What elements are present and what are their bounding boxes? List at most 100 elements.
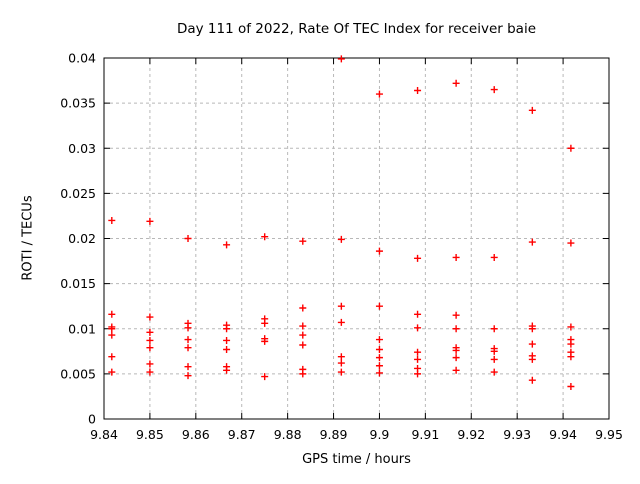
x-axis-label: GPS time / hours bbox=[302, 452, 411, 467]
data-point bbox=[146, 217, 154, 225]
x-tick-label: 9.95 bbox=[595, 427, 623, 442]
data-point bbox=[337, 55, 345, 63]
data-point bbox=[567, 323, 575, 331]
data-point bbox=[375, 302, 383, 310]
data-point bbox=[414, 355, 422, 363]
data-point bbox=[414, 86, 422, 94]
x-tick-label: 9.92 bbox=[457, 427, 485, 442]
data-point bbox=[452, 366, 460, 374]
data-point bbox=[337, 353, 345, 361]
data-point bbox=[452, 311, 460, 319]
data-point bbox=[567, 353, 575, 361]
data-point bbox=[490, 347, 498, 355]
y-tick-label: 0 bbox=[88, 412, 96, 427]
data-point bbox=[375, 362, 383, 370]
data-point bbox=[299, 331, 307, 339]
x-tick-label: 9.87 bbox=[228, 427, 256, 442]
data-point bbox=[261, 337, 269, 345]
data-point bbox=[299, 304, 307, 312]
y-tick-label: 0.03 bbox=[68, 141, 96, 156]
data-point bbox=[337, 359, 345, 367]
data-point bbox=[414, 370, 422, 378]
data-point bbox=[184, 235, 192, 242]
data-point bbox=[375, 336, 383, 344]
x-tick-label: 9.88 bbox=[274, 427, 302, 442]
data-point bbox=[452, 325, 460, 333]
data-point bbox=[452, 79, 460, 87]
plot-frame bbox=[103, 57, 610, 420]
y-tick-label: 0.005 bbox=[60, 366, 96, 381]
data-point bbox=[146, 368, 154, 376]
data-point bbox=[528, 238, 536, 246]
data-point bbox=[299, 370, 307, 378]
data-point bbox=[375, 346, 383, 354]
data-point bbox=[223, 325, 231, 333]
x-tick-label: 9.84 bbox=[90, 427, 118, 442]
data-point bbox=[184, 372, 192, 380]
data-point bbox=[375, 90, 383, 98]
data-point bbox=[184, 324, 192, 332]
data-point bbox=[528, 376, 536, 384]
data-point bbox=[223, 346, 231, 354]
data-point bbox=[490, 368, 498, 376]
data-point bbox=[223, 241, 231, 249]
data-point bbox=[146, 336, 154, 344]
data-point bbox=[414, 324, 422, 332]
data-point bbox=[375, 354, 383, 362]
data-point bbox=[567, 144, 575, 152]
data-point bbox=[108, 368, 116, 376]
data-point bbox=[567, 340, 575, 348]
y-tick-label: 0.035 bbox=[60, 96, 96, 111]
x-tick-label: 9.86 bbox=[182, 427, 210, 442]
data-point bbox=[184, 336, 192, 344]
data-point bbox=[337, 318, 345, 326]
data-point bbox=[146, 344, 154, 352]
data-point bbox=[452, 346, 460, 354]
data-point bbox=[223, 366, 231, 374]
y-tick-label: 0.025 bbox=[60, 186, 96, 201]
data-point bbox=[337, 368, 345, 376]
data-point bbox=[299, 341, 307, 349]
data-point bbox=[490, 253, 498, 261]
data-point bbox=[146, 328, 154, 336]
x-tick-label: 9.94 bbox=[549, 427, 577, 442]
data-point bbox=[337, 302, 345, 310]
x-tick-label: 9.93 bbox=[503, 427, 531, 442]
data-point bbox=[108, 353, 116, 361]
data-point bbox=[490, 325, 498, 333]
data-point bbox=[528, 355, 536, 363]
plot-title: Day 111 of 2022, Rate Of TEC Index for r… bbox=[176, 21, 537, 37]
data-point bbox=[108, 331, 116, 339]
data-point bbox=[146, 313, 154, 321]
data-point bbox=[223, 336, 231, 344]
data-point bbox=[452, 253, 460, 261]
x-tick-label: 9.89 bbox=[320, 427, 348, 442]
data-point bbox=[108, 310, 116, 318]
data-point bbox=[528, 340, 536, 348]
data-point bbox=[375, 369, 383, 377]
data-point bbox=[375, 247, 383, 255]
data-point bbox=[108, 325, 116, 333]
data-points bbox=[108, 55, 575, 391]
y-tick-label: 0.02 bbox=[68, 231, 96, 246]
data-point bbox=[452, 354, 460, 362]
data-point bbox=[567, 383, 575, 391]
y-tick-label: 0.015 bbox=[60, 276, 96, 291]
x-tick-label: 9.85 bbox=[136, 427, 164, 442]
data-point bbox=[414, 310, 422, 318]
data-point bbox=[299, 322, 307, 330]
data-point bbox=[184, 363, 192, 371]
data-point bbox=[490, 355, 498, 363]
data-point bbox=[184, 344, 192, 352]
data-point bbox=[337, 235, 345, 243]
data-point bbox=[146, 360, 154, 368]
x-tick-label: 9.9 bbox=[370, 427, 390, 442]
data-point bbox=[567, 239, 575, 247]
y-tick-label: 0.01 bbox=[68, 321, 96, 336]
data-point bbox=[528, 325, 536, 333]
x-tick-label: 9.91 bbox=[411, 427, 439, 442]
data-point bbox=[261, 373, 269, 381]
data-point bbox=[414, 348, 422, 356]
